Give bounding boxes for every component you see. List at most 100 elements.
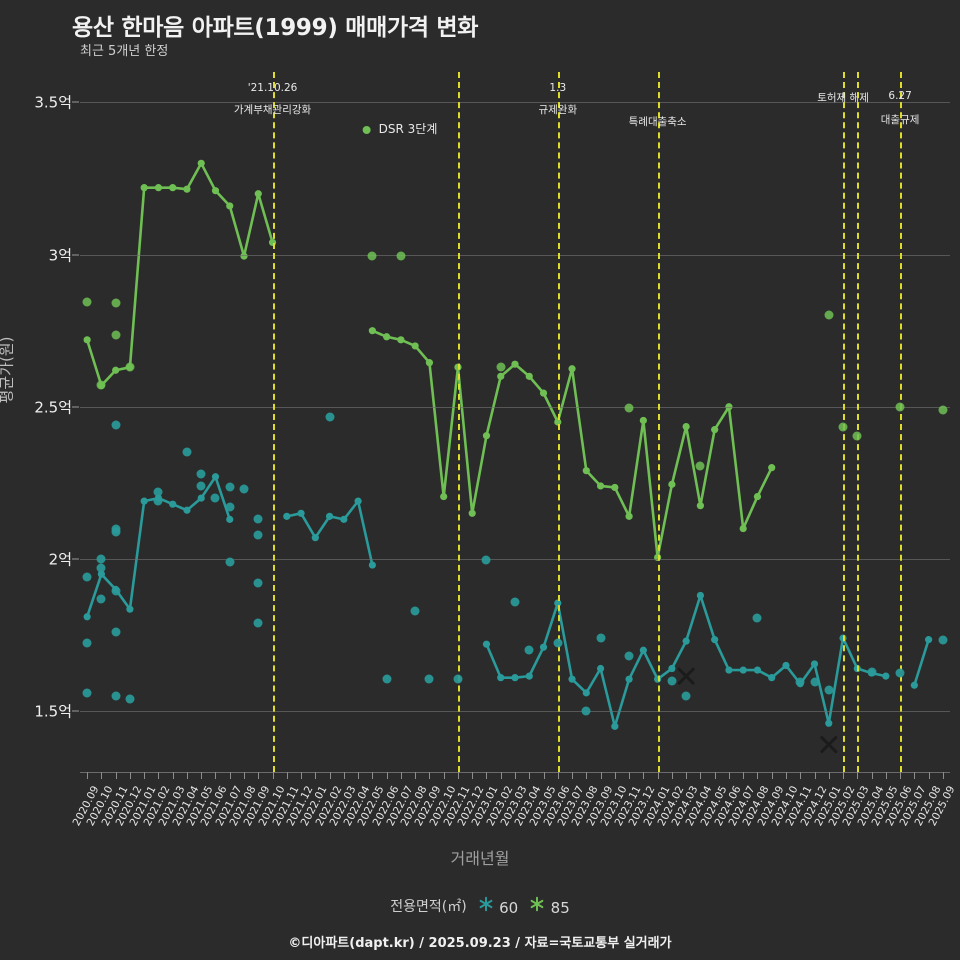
series-marker bbox=[668, 664, 676, 673]
asterisk-icon bbox=[530, 896, 544, 912]
scatter-point bbox=[367, 251, 377, 261]
x-axis-tick bbox=[144, 772, 146, 779]
x-axis-tick bbox=[372, 772, 374, 779]
series-marker bbox=[525, 672, 533, 680]
event-label: '21.10.26 bbox=[247, 82, 298, 94]
x-axis-tick bbox=[400, 772, 402, 779]
series-marker bbox=[411, 342, 419, 350]
scatter-point bbox=[938, 405, 948, 415]
gridline bbox=[80, 406, 950, 408]
series-marker bbox=[625, 675, 633, 683]
series-marker bbox=[882, 672, 890, 680]
series-marker bbox=[240, 252, 248, 260]
series-marker bbox=[254, 190, 262, 198]
x-axis-tick bbox=[244, 772, 246, 779]
series-marker bbox=[582, 467, 590, 475]
event-label: 6.27 bbox=[888, 90, 912, 102]
gridline bbox=[80, 102, 950, 104]
scatter-point bbox=[96, 594, 106, 604]
scatter-point bbox=[824, 310, 834, 320]
scatter-point bbox=[125, 362, 135, 372]
scatter-point bbox=[481, 555, 491, 565]
legend-item-60[interactable]: 60 bbox=[477, 895, 519, 917]
scatter-point bbox=[111, 527, 121, 537]
scatter-point bbox=[196, 481, 206, 491]
x-axis-tick bbox=[229, 772, 231, 779]
plot-area: 3.5억 3억 2.5억 2억 1.5억 2020.09 2020.10 2020.11 202… bbox=[34, 72, 957, 828]
outlier-x-icon bbox=[820, 736, 838, 754]
scatter-point bbox=[253, 578, 263, 588]
legend-title: 전용면적(㎡) bbox=[390, 899, 467, 915]
series-marker bbox=[169, 184, 177, 192]
series-marker bbox=[753, 666, 762, 674]
scatter-point bbox=[325, 412, 335, 422]
series-marker bbox=[511, 674, 519, 682]
series-marker bbox=[682, 422, 690, 431]
y-axis-tick bbox=[72, 406, 79, 408]
scatter-point bbox=[96, 380, 106, 390]
scatter-point bbox=[895, 668, 905, 678]
x-axis-tick bbox=[800, 772, 802, 779]
series-marker bbox=[482, 640, 491, 648]
dsr-annotation-label: DSR 3단계 bbox=[378, 122, 438, 136]
y-axis-label: 2.5억 bbox=[34, 398, 72, 417]
scatter-point bbox=[938, 635, 948, 645]
gridline bbox=[80, 254, 950, 256]
event-label: 대출규제 bbox=[880, 114, 920, 126]
x-axis-tick bbox=[286, 772, 288, 779]
series-marker bbox=[112, 366, 120, 374]
series-marker bbox=[126, 605, 134, 613]
page-subtitle: 최근 5개년 한정 bbox=[80, 44, 169, 59]
legend-label-60: 60 bbox=[499, 899, 519, 917]
series-marker bbox=[83, 336, 91, 344]
scatter-point bbox=[838, 422, 848, 432]
scatter-point bbox=[111, 298, 121, 308]
scatter-point bbox=[253, 514, 263, 524]
x-axis-tick bbox=[714, 772, 716, 779]
x-axis-tick bbox=[572, 772, 574, 779]
scatter-point bbox=[111, 420, 121, 430]
x-axis-tick bbox=[172, 772, 174, 779]
scatter-point bbox=[82, 638, 92, 648]
scatter-point bbox=[82, 688, 92, 698]
scatter-point bbox=[524, 645, 534, 655]
scatter-point bbox=[581, 706, 591, 716]
y-axis-label: 3.5억 bbox=[34, 93, 72, 112]
series-marker bbox=[311, 534, 319, 542]
scatter-point bbox=[681, 691, 691, 701]
series-marker bbox=[682, 637, 690, 645]
series-marker bbox=[354, 497, 362, 505]
series-marker bbox=[739, 666, 747, 674]
x-axis-tick bbox=[629, 772, 631, 779]
scatter-point bbox=[895, 402, 905, 412]
series-marker bbox=[397, 336, 405, 344]
series-marker bbox=[539, 389, 548, 397]
series-marker bbox=[183, 506, 191, 514]
scatter-point bbox=[396, 251, 406, 261]
x-axis-tick bbox=[457, 772, 459, 779]
scatter-point bbox=[867, 667, 877, 677]
x-axis-tick bbox=[928, 772, 930, 779]
scatter-point bbox=[852, 431, 862, 441]
x-axis-tick bbox=[600, 772, 602, 779]
series-line bbox=[485, 594, 888, 728]
x-axis-tick bbox=[557, 772, 559, 779]
series-marker bbox=[140, 184, 148, 192]
series-marker bbox=[611, 722, 619, 730]
x-axis-tick bbox=[771, 772, 773, 779]
series-marker bbox=[340, 515, 348, 523]
dot-icon bbox=[362, 125, 371, 134]
y-axis-tick bbox=[72, 101, 79, 103]
x-axis-tick bbox=[358, 772, 360, 779]
legend-item-85[interactable]: 85 bbox=[528, 895, 570, 917]
series-marker bbox=[582, 689, 590, 697]
x-axis-tick bbox=[700, 772, 702, 779]
x-axis-title: 거래년월 bbox=[450, 849, 510, 868]
scatter-point bbox=[596, 633, 606, 643]
scatter-point bbox=[225, 557, 235, 567]
x-axis-tick bbox=[500, 772, 502, 779]
scatter-point bbox=[111, 691, 121, 701]
x-axis-tick bbox=[728, 772, 730, 779]
dsr-annotation: DSR 3단계 bbox=[362, 120, 438, 137]
